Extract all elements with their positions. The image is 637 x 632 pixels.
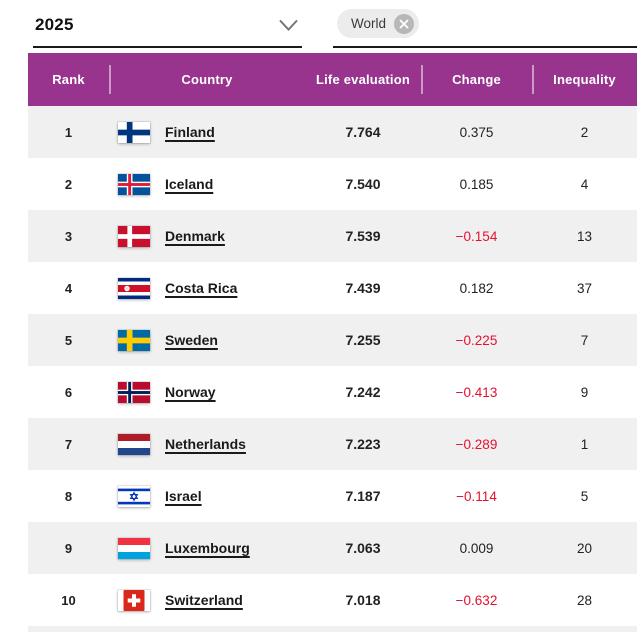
life-evaluation-value: 7.242 (345, 384, 381, 400)
column-header-life-evaluation: Life evaluation (315, 72, 411, 87)
country-cell: Netherlands (109, 432, 305, 456)
table-row: 6 Norway 7.242 −0.413 9 (28, 366, 637, 418)
chevron-down-icon (279, 19, 298, 32)
column-header-rank: Rank (52, 72, 85, 87)
rank-value: 5 (64, 332, 73, 348)
life-evaluation-value: 7.540 (345, 176, 381, 192)
flag-icon-se (117, 328, 151, 352)
table-row: 8 Israel 7.187 −0.114 5 (28, 470, 637, 522)
change-value: −0.114 (456, 488, 497, 504)
table-row: 3 Denmark 7.539 −0.154 13 (28, 210, 637, 262)
column-header-inequality: Inequality (532, 53, 637, 106)
table-row: 7 Netherlands 7.223 −0.289 1 (28, 418, 637, 470)
filter-chip-label: World (351, 16, 387, 31)
filter-field[interactable]: World (333, 8, 637, 48)
close-icon (399, 19, 409, 29)
rank-value: 9 (64, 540, 73, 556)
change-value: −0.413 (455, 384, 498, 400)
country-link[interactable]: Luxembourg (165, 540, 250, 556)
rank-value: 1 (64, 124, 73, 140)
country-link[interactable]: Norway (165, 384, 216, 400)
change-value: −0.632 (455, 592, 498, 608)
country-cell: Sweden (109, 328, 305, 352)
inequality-value: 4 (580, 176, 589, 192)
chip-close-button[interactable] (394, 13, 415, 34)
rank-value: 2 (64, 176, 73, 192)
inequality-value: 2 (580, 124, 589, 140)
year-dropdown[interactable]: 2025 (33, 8, 302, 48)
table-row: 5 Sweden 7.255 −0.225 7 (28, 314, 637, 366)
country-link[interactable]: Netherlands (165, 436, 246, 452)
flag-icon-no (117, 380, 151, 404)
country-link[interactable]: Israel (165, 488, 202, 504)
column-header-country: Country (109, 53, 305, 106)
country-link[interactable]: Costa Rica (165, 280, 238, 296)
table-row: 2 Iceland 7.540 0.185 4 (28, 158, 637, 210)
table-row: 9 Luxembourg 7.063 0.009 20 (28, 522, 637, 574)
country-cell: Costa Rica (109, 276, 305, 300)
country-cell: Denmark (109, 224, 305, 248)
inequality-value: 28 (576, 592, 593, 608)
rank-value: 6 (64, 384, 73, 400)
inequality-value: 9 (580, 384, 589, 400)
flag-icon-ch (117, 588, 151, 612)
table-header-row: Rank Country Life evaluation Change Inequali… (28, 53, 637, 106)
change-value: −0.289 (455, 436, 498, 452)
happiness-ranking-table: Rank Country Life evaluation Change Inequali… (28, 53, 637, 632)
rank-value: 3 (64, 228, 73, 244)
life-evaluation-value: 7.539 (345, 228, 381, 244)
inequality-value: 1 (580, 436, 589, 452)
column-header-change: Change (421, 53, 532, 106)
country-link[interactable]: Switzerland (165, 592, 243, 608)
country-cell: Norway (109, 380, 305, 404)
table-row: 1 Finland 7.764 0.375 2 (28, 106, 637, 158)
life-evaluation-value: 7.063 (345, 540, 381, 556)
rank-value: 7 (64, 436, 73, 452)
table-row: 10 Switzerland 7.018 −0.632 28 (28, 574, 637, 626)
change-value: 0.009 (459, 540, 494, 556)
life-evaluation-value: 7.439 (345, 280, 381, 296)
inequality-value: 7 (580, 332, 589, 348)
country-cell: Israel (109, 484, 305, 508)
year-dropdown-value: 2025 (35, 15, 74, 34)
inequality-value: 5 (580, 488, 589, 504)
country-link[interactable]: Sweden (165, 332, 218, 348)
inequality-value: 13 (576, 228, 593, 244)
life-evaluation-value: 7.255 (345, 332, 381, 348)
flag-icon-il (117, 484, 151, 508)
change-value: 0.185 (459, 176, 494, 192)
country-cell: Switzerland (109, 588, 305, 612)
change-value: −0.154 (455, 228, 498, 244)
table-row: 4 Costa Rica 7.439 0.182 37 (28, 262, 637, 314)
top-controls: 2025 World (0, 0, 637, 53)
country-cell: Iceland (109, 172, 305, 196)
life-evaluation-value: 7.018 (345, 592, 381, 608)
country-link[interactable]: Finland (165, 124, 215, 140)
change-value: −0.225 (455, 332, 498, 348)
country-cell: Finland (109, 120, 305, 144)
rank-value: 10 (61, 592, 76, 608)
flag-icon-lu (117, 536, 151, 560)
flag-icon-cr (117, 276, 151, 300)
country-cell: Luxembourg (109, 536, 305, 560)
life-evaluation-value: 7.187 (345, 488, 381, 504)
table-body: 1 Finland 7.764 0.375 2 2 Iceland 7.540 … (28, 106, 637, 632)
flag-icon-nl (117, 432, 151, 456)
flag-icon-is (117, 172, 151, 196)
rank-value: 4 (64, 280, 73, 296)
inequality-value: 37 (576, 280, 593, 296)
rank-value: 8 (64, 488, 73, 504)
country-link[interactable]: Iceland (165, 176, 214, 192)
flag-icon-dk (117, 224, 151, 248)
change-value: 0.182 (459, 280, 494, 296)
life-evaluation-value: 7.764 (345, 124, 381, 140)
change-value: 0.375 (459, 124, 494, 140)
life-evaluation-value: 7.223 (345, 436, 381, 452)
country-link[interactable]: Denmark (165, 228, 225, 244)
table-row-partial (28, 626, 637, 632)
filter-chip-world: World (337, 9, 420, 38)
inequality-value: 20 (576, 540, 593, 556)
flag-icon-fi (117, 120, 151, 144)
